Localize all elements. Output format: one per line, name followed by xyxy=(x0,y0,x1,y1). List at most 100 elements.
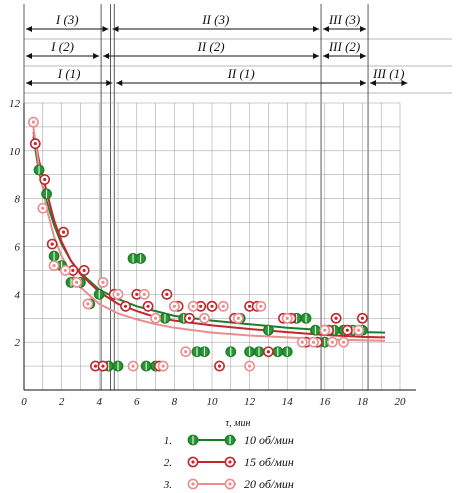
x-tick-label: 6 xyxy=(134,396,140,408)
data-point-series-3 xyxy=(168,300,180,312)
zone-arrowhead xyxy=(323,26,330,32)
x-tick-label: 20 xyxy=(395,396,407,408)
zone-label: II (1) xyxy=(227,66,255,81)
zone-label: III (1) xyxy=(372,66,404,81)
point-marker-dot xyxy=(93,364,98,368)
point-marker-dot xyxy=(63,268,67,273)
data-point-series-3 xyxy=(244,360,255,372)
point-marker-dot xyxy=(61,230,66,234)
zone-arrowhead xyxy=(112,26,119,32)
point-marker-dot xyxy=(135,292,139,296)
point-marker-dot xyxy=(330,340,334,344)
zone-label: III (3) xyxy=(328,12,360,27)
x-tick-label: 14 xyxy=(282,396,294,408)
point-marker-dot xyxy=(202,316,207,320)
point-marker-dot xyxy=(165,292,169,296)
data-points xyxy=(28,116,368,372)
data-point-series-2 xyxy=(330,312,342,324)
data-point-series-1 xyxy=(244,346,255,358)
point-marker-dot xyxy=(187,316,192,320)
data-point-series-3 xyxy=(308,336,319,348)
axes: 0 2 4 6 8 10 12 14 16 18 20 2 4 6 8 10 12 xyxy=(9,98,416,408)
data-point-series-1 xyxy=(309,324,321,336)
point-marker-dot xyxy=(146,304,150,308)
legend: 1. 10 об/мин 2. 15 об/мин 3. 20 об/мин xyxy=(163,433,294,491)
fit-curve-series-3 xyxy=(32,126,386,342)
x-tick-label: 10 xyxy=(207,396,219,408)
data-point-series-1 xyxy=(262,324,274,336)
data-point-series-1 xyxy=(253,346,265,358)
data-point-series-3 xyxy=(150,312,161,324)
data-point-series-1 xyxy=(199,346,210,358)
legend-entry-2: 2. 15 об/мин xyxy=(164,455,294,469)
zone-arrowhead xyxy=(370,80,377,86)
data-point-series-3 xyxy=(326,336,338,348)
data-point-series-2 xyxy=(206,300,218,312)
point-marker-dot xyxy=(123,304,128,308)
point-marker-dot xyxy=(50,242,54,246)
data-point-series-1 xyxy=(159,312,171,324)
data-point-series-3 xyxy=(353,324,365,336)
zone-arrowhead xyxy=(93,53,100,59)
zone-label: I (2) xyxy=(50,39,74,54)
point-marker-dot xyxy=(311,340,316,344)
zone-label: II (3) xyxy=(201,12,229,27)
legend-marker-dot xyxy=(228,460,232,464)
zone-arrowhead xyxy=(26,53,32,59)
data-point-series-3 xyxy=(138,288,150,300)
data-point-series-2 xyxy=(120,300,131,312)
point-marker-dot xyxy=(116,292,120,296)
zone-arrowhead xyxy=(313,26,320,32)
point-marker-dot xyxy=(300,340,304,344)
legend-label: 15 об/мин xyxy=(244,455,294,469)
data-point-series-2 xyxy=(46,238,58,250)
zone-arrowhead xyxy=(360,80,367,86)
data-point-series-2 xyxy=(341,324,353,336)
data-point-series-3 xyxy=(180,346,192,358)
zone-label: II (2) xyxy=(197,39,225,54)
legend-entry-3: 3. 20 об/мин xyxy=(163,477,294,491)
zone-label: I (3) xyxy=(55,12,79,27)
zone-arrowhead xyxy=(106,80,113,86)
data-point-series-3 xyxy=(281,312,293,324)
data-point-series-1 xyxy=(272,346,284,358)
point-marker-dot xyxy=(259,304,263,308)
x-tick-label: 16 xyxy=(319,396,331,408)
data-point-series-2 xyxy=(97,360,109,372)
point-marker-dot xyxy=(342,340,346,344)
data-point-series-3 xyxy=(127,360,139,372)
data-point-series-3 xyxy=(71,276,83,288)
zone-label: I (1) xyxy=(57,66,81,81)
legend-marker-dot xyxy=(191,460,195,464)
y-tick-label: 2 xyxy=(15,337,21,349)
data-point-series-3 xyxy=(28,116,39,128)
x-tick-label: 8 xyxy=(172,396,178,408)
legend-number: 3. xyxy=(163,479,172,491)
zone-arrowhead xyxy=(103,53,110,59)
point-marker-dot xyxy=(334,316,338,320)
point-marker-dot xyxy=(172,304,176,308)
data-point-series-1 xyxy=(191,346,203,358)
data-point-series-1 xyxy=(93,288,105,300)
point-marker-dot xyxy=(360,316,364,320)
point-marker-dot xyxy=(71,268,75,273)
x-tick-label: 4 xyxy=(96,396,102,408)
legend-number: 1. xyxy=(164,435,172,447)
legend-entry-1: 1. 10 об/мин xyxy=(164,433,294,447)
data-point-series-3 xyxy=(59,265,71,276)
legend-label: 20 об/мин xyxy=(244,477,294,491)
legend-marker-dot xyxy=(228,482,232,486)
point-marker-dot xyxy=(266,350,270,354)
data-point-series-2 xyxy=(356,312,368,324)
data-point-series-2 xyxy=(58,226,69,238)
y-tick-label: 4 xyxy=(15,289,21,301)
legend-marker-dot xyxy=(191,482,195,486)
point-marker-dot xyxy=(199,304,203,308)
data-point-series-2 xyxy=(161,288,173,300)
x-tick-label: 18 xyxy=(357,396,369,408)
point-marker-dot xyxy=(82,268,86,273)
data-point-series-1 xyxy=(300,312,312,324)
y-tick-label: 8 xyxy=(15,194,21,206)
data-point-series-3 xyxy=(82,298,94,310)
data-point-series-1 xyxy=(281,346,293,358)
